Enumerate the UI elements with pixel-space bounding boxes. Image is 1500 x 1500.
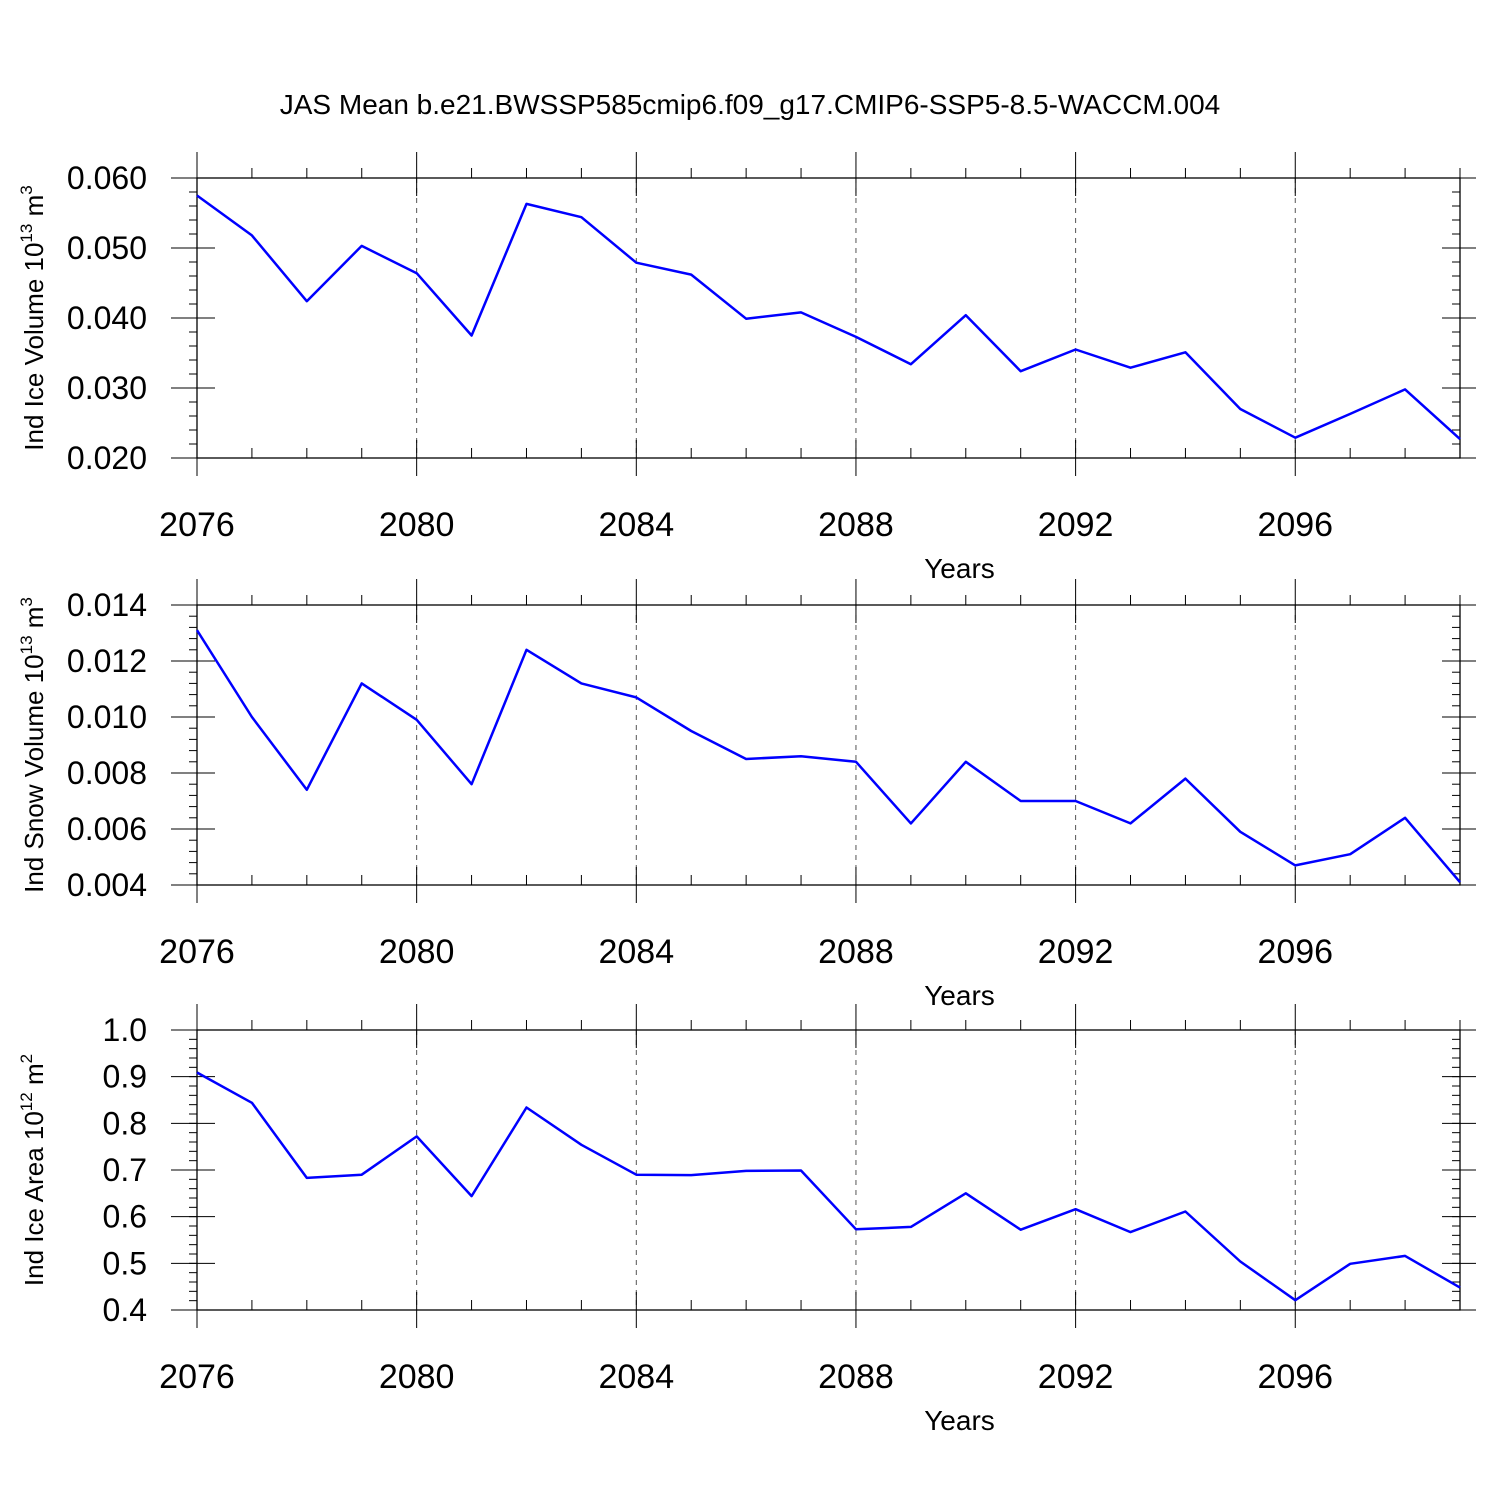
x-axis-label: Years	[924, 980, 995, 1011]
x-tick-label: 2084	[598, 1358, 674, 1396]
series-line	[195, 629, 1461, 884]
y-tick-label: 0.010	[67, 699, 147, 735]
x-tick-label: 2080	[379, 933, 455, 971]
series-line	[196, 1071, 1461, 1302]
x-tick-label: 2096	[1257, 933, 1333, 971]
y-tick-label: 0.060	[67, 160, 147, 196]
panel-1: 0.020 0.030 0.040 0.050 0.060 2076 2080 2084 208…	[17, 152, 1476, 584]
x-tick-label: 2092	[1038, 506, 1114, 544]
x-tick-label: 2080	[379, 1358, 455, 1396]
plot-frame	[196, 177, 1461, 459]
plot-frame	[196, 604, 1461, 886]
y-tick-label: 0.006	[67, 811, 147, 847]
x-tick-label: 2092	[1038, 1358, 1114, 1396]
x-tick-label: 2076	[159, 1358, 235, 1396]
y-tick-label: 0.7	[103, 1152, 147, 1188]
y-tick-label: 0.9	[103, 1059, 147, 1095]
y-tick-label: 0.050	[67, 230, 147, 266]
y-tick-label: 0.5	[103, 1245, 147, 1281]
y-tick-label: 0.004	[67, 867, 147, 903]
y-tick-label: 0.020	[67, 440, 147, 476]
x-tick-label: 2088	[818, 506, 894, 544]
y-tick-label: 0.040	[67, 300, 147, 336]
chart-title: JAS Mean b.e21.BWSSP585cmip6.f09_g17.CMI…	[280, 89, 1221, 120]
y-axis-label: Ind Snow Volume 1013 m3	[17, 597, 49, 893]
y-tick-label: 0.014	[67, 587, 147, 623]
x-tick-label: 2076	[159, 506, 235, 544]
y-tick-label: 0.030	[67, 370, 147, 406]
x-tick-label: 2088	[818, 1358, 894, 1396]
x-tick-label: 2096	[1257, 1358, 1333, 1396]
y-tick-label: 0.8	[103, 1105, 147, 1141]
x-tick-label: 2084	[598, 933, 674, 971]
panel-2: 0.004 0.006 0.008 0.010 0.012 0.014 2076 2080 20…	[17, 579, 1476, 1011]
series-line	[196, 194, 1461, 441]
x-tick-label: 2076	[159, 933, 235, 971]
y-tick-label: 0.4	[103, 1292, 147, 1328]
x-tick-label: 2080	[379, 506, 455, 544]
panel-3: 0.4 0.5 0.6 0.7 0.8 0.9 1.0 2076 2080 2084 2088 209…	[17, 1004, 1476, 1436]
x-tick-label: 2096	[1257, 506, 1333, 544]
x-tick-label: 2088	[818, 933, 894, 971]
x-axis-label: Years	[924, 1405, 995, 1436]
x-tick-label: 2092	[1038, 933, 1114, 971]
y-axis-label: Ind Ice Area 1012 m2	[17, 1054, 49, 1286]
y-tick-label: 1.0	[103, 1012, 147, 1048]
y-tick-label: 0.008	[67, 755, 147, 791]
y-axis-label: Ind Ice Volume 1013 m3	[17, 185, 49, 450]
panels: 0.020 0.030 0.040 0.050 0.060 2076 2080 2084 208…	[17, 152, 1476, 1436]
y-tick-label: 0.012	[67, 643, 147, 679]
y-tick-label: 0.6	[103, 1199, 147, 1235]
x-axis-label: Years	[924, 553, 995, 584]
plot-frame	[196, 1029, 1461, 1311]
x-tick-label: 2084	[598, 506, 674, 544]
